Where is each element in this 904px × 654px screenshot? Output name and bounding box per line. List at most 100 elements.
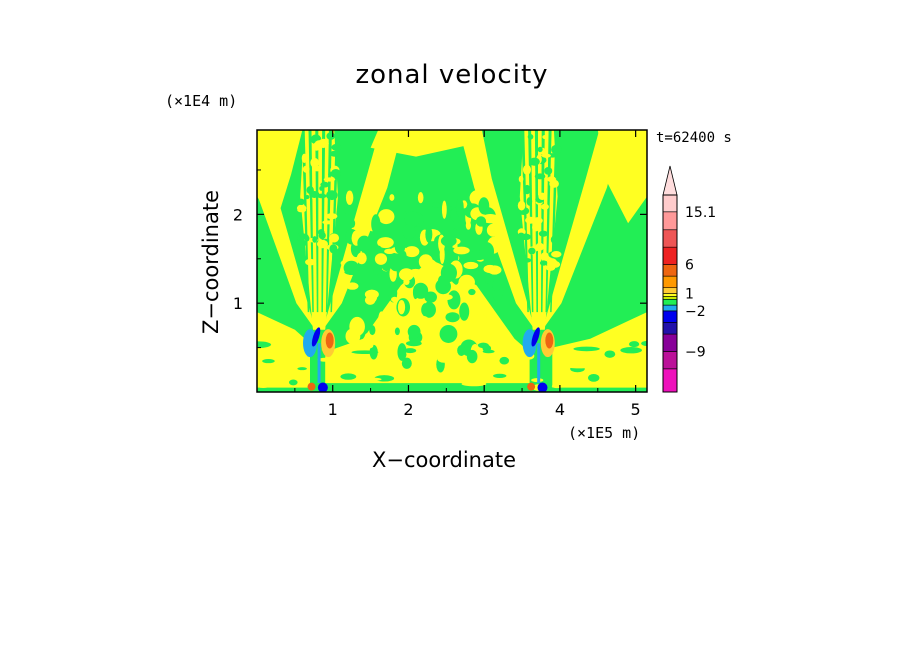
low-level-band — [499, 356, 510, 365]
plume-speck — [326, 190, 338, 201]
turbulence-speck — [349, 219, 356, 228]
plume-speck — [538, 230, 548, 237]
colorbar-band — [662, 322, 678, 335]
turbulence-speck — [397, 343, 407, 361]
colorbar-band — [662, 246, 678, 265]
plume-speck — [549, 260, 561, 268]
colorbar-overflow-arrow — [662, 165, 678, 196]
plume-speck — [317, 239, 329, 249]
plume-speck — [551, 251, 562, 258]
left-lower-region — [257, 312, 310, 388]
colorbar-label: 6 — [685, 258, 694, 274]
turbulence-speck — [439, 324, 458, 343]
plume-speck — [297, 198, 305, 206]
low-level-band — [358, 377, 382, 382]
turbulence-speck — [475, 216, 487, 227]
plume-speck — [322, 220, 334, 225]
turbulence-speck — [465, 221, 471, 230]
low-level-band — [551, 384, 563, 389]
surface-warm-spot — [307, 382, 316, 391]
x-tick-label: 1 — [328, 400, 338, 419]
colorbar: 15.1 6 1−2 −9 — [662, 165, 716, 393]
upper-middle-region — [370, 130, 477, 157]
plume-speck — [547, 176, 557, 183]
turbulence-speck — [377, 237, 394, 249]
turbulence-speck — [397, 300, 406, 315]
low-level-band — [257, 381, 272, 388]
turbulence-speck — [384, 248, 395, 255]
plume-speck — [306, 186, 314, 195]
low-level-band — [363, 370, 382, 375]
low-level-band — [398, 375, 423, 382]
wave-right-wing-1 — [322, 130, 403, 330]
x-axis-unit: (×1E5 m) — [568, 424, 641, 442]
colorbar-band — [662, 264, 678, 277]
low-level-band — [297, 367, 307, 371]
plume-speck — [532, 217, 543, 225]
turbulence-speck — [458, 274, 475, 290]
turbulence-speck — [413, 282, 429, 299]
plume-speck — [330, 168, 341, 178]
turbulence-speck — [440, 235, 457, 247]
turbulence-speck — [343, 205, 353, 215]
plume-speck — [331, 143, 342, 151]
x-axis: 1 2 3 4 5 — [294, 130, 641, 419]
turbulence-speck — [345, 328, 361, 345]
plume-speck — [522, 164, 531, 175]
low-level-band — [351, 350, 379, 355]
plume-speck — [550, 234, 562, 245]
low-level-band — [262, 358, 275, 364]
turbulence-speck — [417, 192, 424, 204]
plume-speck — [316, 193, 327, 199]
turbulence-speck — [441, 200, 447, 219]
upper-left-region — [257, 130, 303, 224]
turbulence-speck — [347, 356, 364, 374]
turbulence-speck — [371, 214, 381, 234]
surface-warm-spot — [527, 382, 536, 391]
turbulence-speck — [391, 296, 399, 303]
plume-speck — [525, 216, 536, 224]
turbulence-speck — [361, 281, 374, 288]
turbulence-speck — [421, 301, 436, 318]
turbulence-speck — [364, 295, 376, 305]
turbulence-speck — [378, 311, 385, 328]
low-level-band — [628, 341, 640, 348]
plume-speck — [539, 260, 548, 266]
plume-speck — [532, 223, 540, 232]
low-level-band — [605, 380, 621, 384]
turbulence-speck — [488, 201, 495, 208]
plume-speck — [302, 165, 310, 173]
turbulence-speck — [345, 190, 354, 205]
turbulence-speck — [453, 246, 470, 255]
turbulence-speck — [489, 332, 501, 347]
plume-speck — [526, 197, 533, 206]
plume-speck — [329, 233, 340, 243]
turbulence-speck — [424, 291, 437, 303]
turbulence-speck — [492, 278, 501, 292]
plume-speck — [310, 157, 319, 168]
colorbar-band — [662, 211, 678, 231]
turbulence-speck — [389, 256, 402, 272]
low-level-band — [461, 381, 487, 387]
turbulence-speck — [457, 345, 466, 357]
plume-speck — [537, 146, 543, 153]
y-tick-label: 1 — [233, 294, 243, 313]
velocity-field — [257, 130, 647, 392]
turbulence-speck — [484, 275, 492, 284]
turbulence-speck — [346, 282, 359, 290]
turbulence-speck — [459, 302, 470, 321]
x-axis-label: X−coordinate — [372, 448, 516, 472]
colorbar-label: −9 — [685, 344, 706, 360]
plume-speck — [320, 181, 330, 188]
turbulence-speck — [425, 225, 433, 243]
core-warm-center — [545, 332, 554, 349]
turbulence-speck — [463, 261, 479, 270]
colorbar-band — [662, 194, 678, 213]
y-axis: 12 — [233, 169, 647, 349]
low-level-band — [288, 379, 298, 386]
colorbar-band — [662, 293, 678, 297]
plume-speck — [304, 235, 310, 242]
plume-speck — [301, 153, 307, 164]
plume-speck — [329, 150, 340, 157]
